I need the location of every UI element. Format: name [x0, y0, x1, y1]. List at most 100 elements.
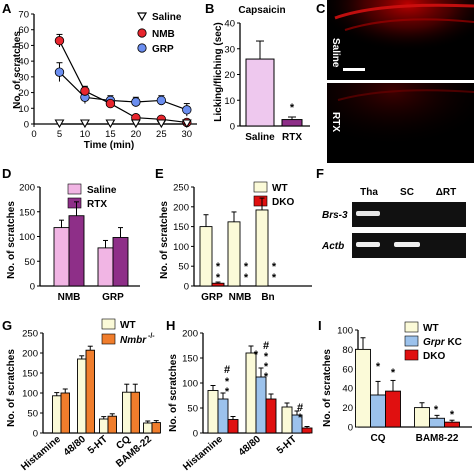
panel-d-bar-grp-rtx	[112, 237, 129, 287]
panel-e-ytick-label-1: 50	[178, 262, 189, 273]
panel-b-xtick-label-1: RTX	[282, 132, 302, 143]
panel-a-ytick-label-1: 10	[18, 104, 29, 115]
panel-d-ytick-label-3: 150	[19, 207, 35, 218]
legend-swatch-wt	[253, 181, 268, 193]
panel-b-ytick-label-3: 30	[224, 44, 235, 55]
legend-swatch-i-dko	[404, 349, 419, 361]
panel-g-ytick-label-5: 250	[22, 329, 38, 340]
panel-a-saline-point-4	[156, 119, 167, 129]
panel-i-significance-2: *	[434, 404, 439, 416]
gel-band-brs3-tha	[356, 211, 380, 216]
panel-e-bar-nmb-wt	[227, 221, 241, 287]
panel-i-ytick-label-2: 40	[342, 384, 353, 395]
panel-g-bar-chart: No. of scratches WT Nmbr -/- 0 50 100 150 20…	[6, 318, 161, 473]
panel-g-bar-bam822-wt	[143, 422, 153, 434]
legend-label-nmb: NMB	[152, 29, 175, 40]
legend-label-i-grpr: Grpr KC	[423, 337, 462, 348]
panel-b-bar-saline	[245, 58, 275, 127]
legend-label-i-wt: WT	[423, 323, 439, 334]
panel-a-grp-point-5	[182, 105, 192, 115]
panel-h-bar-4880-dko	[265, 398, 277, 434]
panel-b-ytick-label-4: 40	[224, 19, 235, 30]
panel-b-bar-chart: Capsaicin Licking/fliching (sec) 0 10 20 30…	[213, 5, 310, 143]
panel-a-xtick-label-4: 20	[131, 129, 142, 140]
legend-swatch-saline	[67, 183, 82, 195]
panel-g-bar-5ht-wt	[99, 418, 109, 434]
panel-d-ytick-label-4: 200	[19, 183, 35, 194]
panel-e-bar-grp-wt	[199, 226, 213, 287]
panel-i-ylabel: No. of scratches	[322, 349, 333, 427]
panel-h-xtick-label-2: 5-HT	[275, 434, 299, 457]
panel-g-ytick-label-4: 200	[22, 349, 38, 360]
panel-d-ytick-label-1: 50	[24, 257, 35, 268]
panel-h-bar-histamine-wt	[207, 390, 219, 434]
gel-row-actb: Actb	[321, 241, 344, 252]
panel-a-saline-point-5	[181, 119, 192, 129]
panel-a-nmb-point-0	[54, 36, 65, 46]
panel-g-xtick-label-0: Histamine	[19, 434, 63, 473]
panel-g-xtick-label-1: 48/80	[62, 434, 89, 459]
panel-d-xtick-label-0: NMB	[58, 292, 81, 303]
panel-b-title: Capsaicin	[238, 5, 285, 16]
panel-h-bar-4880-grprko	[255, 376, 267, 434]
legend-marker-nmb	[137, 28, 147, 38]
panel-g-bar-bam822-nmbr	[151, 422, 161, 434]
panel-i-bar-bam822-grprko	[429, 417, 445, 428]
panel-g-ytick-label-0: 0	[33, 429, 38, 440]
panel-e-ytick-label-3: 150	[173, 222, 189, 233]
panel-e-significance-b-2: *	[272, 272, 277, 284]
panel-i-bar-bam822-wt	[414, 407, 430, 428]
panel-i-ytick-label-3: 60	[342, 364, 353, 375]
panel-d-ytick-label-0: 0	[30, 282, 35, 293]
legend-label-grp: GRP	[152, 44, 174, 55]
panel-a-xtick-label-6: 30	[182, 129, 193, 140]
legend-label-e-wt: WT	[272, 183, 288, 194]
panel-label-f: F	[316, 166, 324, 181]
panel-h-ytick-label-2: 100	[182, 379, 198, 390]
panel-d-bar-nmb-saline	[53, 227, 70, 287]
panel-a-ylabel: No. of scratches	[12, 31, 23, 109]
panel-g-bar-4880-wt	[77, 358, 87, 434]
panel-i-bar-cq-grprko	[370, 394, 386, 428]
legend-marker-saline	[136, 12, 148, 22]
legend-swatch-i-wt	[404, 321, 419, 333]
legend-swatch-dko	[253, 195, 268, 207]
panel-g-bar-cq-wt	[122, 391, 132, 434]
panel-a-saline-point-1	[79, 119, 90, 129]
panel-i-significance-1: *	[391, 367, 396, 379]
panel-f-gel: Tha SC ΔRT Brs-3 Actb	[321, 187, 466, 258]
panel-e-significance-a-2: *	[272, 261, 277, 273]
panel-a-xtick-label-5: 25	[156, 129, 167, 140]
panel-i-significance-3: *	[450, 409, 455, 421]
panel-h-significance-8: #	[297, 402, 303, 414]
micrograph-label-rtx: RTX	[330, 112, 341, 132]
panel-d-xtick-label-1: GRP	[102, 292, 124, 303]
legend-label-saline: Saline	[152, 12, 182, 23]
panel-h-significance-5: *	[264, 351, 269, 363]
legend-label-d-rtx: RTX	[87, 199, 107, 210]
panel-label-b: B	[205, 1, 214, 16]
panel-h-significance-0: #	[224, 364, 230, 376]
panel-h-bar-histamine-dko	[227, 419, 239, 434]
panel-a-xtick-label-0: 0	[31, 129, 36, 140]
panel-a-ytick-label-6: 60	[18, 25, 29, 36]
panel-d-ytick-label-2: 100	[19, 232, 35, 243]
panel-h-bar-5ht-dko	[301, 427, 313, 434]
panel-h-bar-chart: No. of scratches 0 50 100 150 200 Histamine 48…	[168, 329, 313, 473]
panel-h-ytick-label-3: 150	[182, 354, 198, 365]
panel-g-bar-cq-nmbr	[130, 391, 140, 434]
panel-b-bar-rtx	[281, 119, 303, 127]
panel-i-bar-chart: No. of scratches WT Grpr KC DKO 0 20 40 60 8…	[322, 321, 472, 444]
panel-a-xlabel: Time (min)	[84, 140, 134, 151]
panel-a-grp-point-0	[54, 67, 65, 77]
panel-d-bar-grp-saline	[97, 247, 114, 287]
panel-b-significance: *	[290, 102, 295, 114]
panel-e-significance-a-1: *	[244, 261, 249, 273]
gel-lane-tha: Tha	[360, 187, 378, 198]
legend-label-e-dko: DKO	[272, 197, 294, 208]
panel-b-xtick-label-0: Saline	[245, 132, 275, 143]
panel-i-ytick-label-4: 80	[342, 345, 353, 356]
panel-g-bar-histamine-nmbr	[60, 392, 70, 434]
panel-d-ylabel: No. of scratches	[6, 201, 17, 279]
